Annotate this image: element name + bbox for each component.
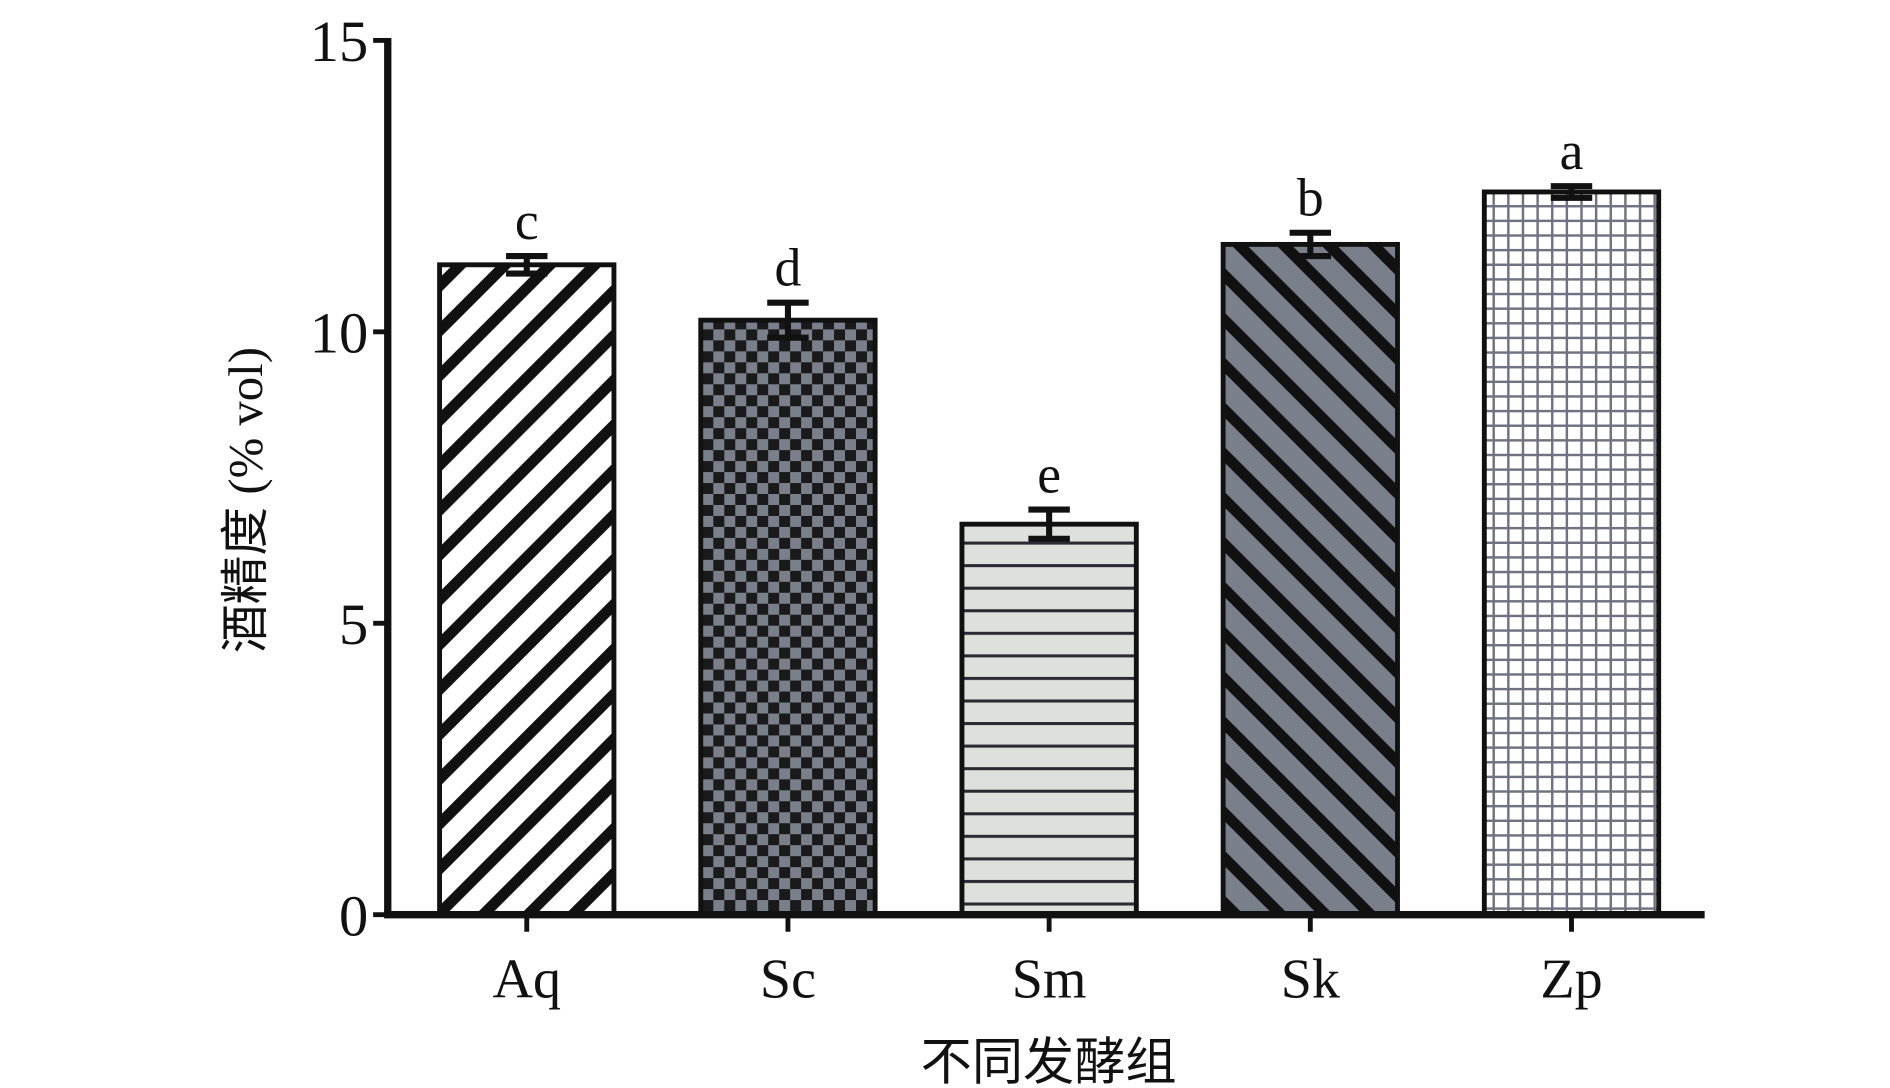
bar-sc: [698, 317, 878, 918]
significance-letter: a: [1560, 121, 1584, 181]
y-axis-label: 酒精度 (% vol): [219, 347, 273, 653]
bar-aq: [437, 262, 617, 918]
axes: Aq Sc Sm Sk Zp 0 5 10 15: [310, 9, 1705, 1011]
bar-sm: [959, 521, 1139, 918]
significance-letter: d: [775, 238, 802, 298]
bars: c d e b a: [437, 121, 1662, 918]
significance-letter: c: [515, 191, 539, 251]
bar-sk: [1220, 241, 1400, 918]
significance-letter: e: [1037, 445, 1061, 505]
significance-letter: b: [1297, 168, 1324, 228]
x-axis-label: 不同发酵组: [921, 1034, 1177, 1088]
y-tick-label: 15: [310, 9, 369, 74]
x-tick-label: Sm: [1012, 949, 1087, 1011]
x-tick-label: Aq: [492, 949, 561, 1011]
y-tick-label: 0: [339, 883, 368, 948]
x-tick-label: Sc: [760, 949, 816, 1011]
x-tick-label: Sk: [1281, 949, 1341, 1011]
bar-zp: [1481, 189, 1662, 918]
y-tick-label: 5: [339, 592, 368, 657]
x-tick-label: Zp: [1540, 949, 1602, 1011]
y-tick-label: 10: [310, 301, 369, 366]
